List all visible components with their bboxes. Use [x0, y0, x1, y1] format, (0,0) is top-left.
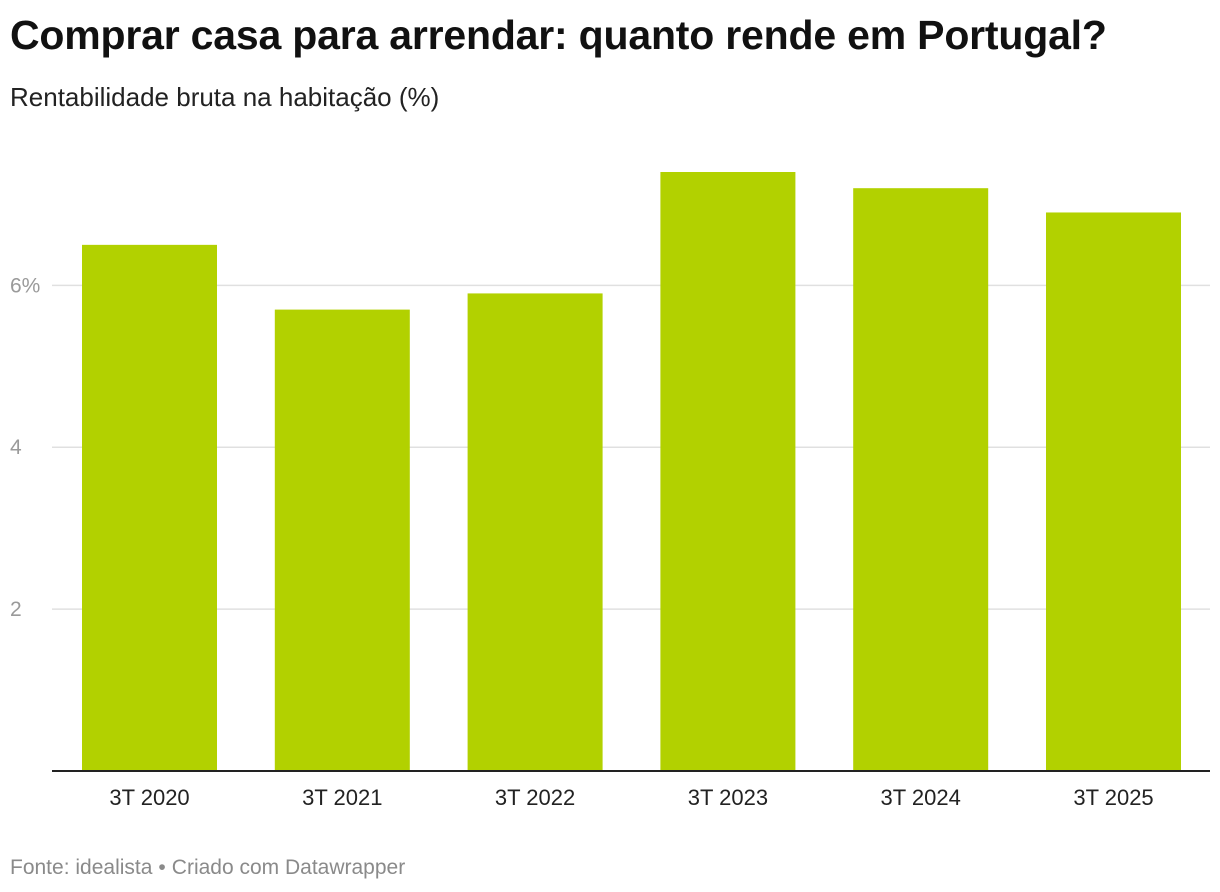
source-note: Fonte: idealista	[10, 856, 153, 879]
bar	[853, 188, 989, 771]
y-tick-label: 6%	[10, 274, 40, 297]
x-category-label: 3T 2023	[688, 785, 768, 810]
bar	[82, 244, 217, 772]
x-category-label: 3T 2025	[1073, 785, 1153, 810]
bars	[82, 172, 1181, 772]
axes: 2 4 6% 3T 2020 3T 2021 3T 2022 3T 2023 3T 2024 3…	[10, 274, 1210, 810]
bar	[274, 309, 410, 771]
chart-title: Comprar casa para arrendar: quanto rende…	[10, 12, 1107, 58]
footer-separator: •	[158, 856, 166, 879]
x-category-label: 3T 2020	[109, 785, 189, 810]
gridlines	[52, 284, 1210, 610]
y-tick-label: 4	[10, 436, 22, 459]
bar	[467, 293, 603, 771]
x-category-label: 3T 2021	[302, 785, 382, 810]
chart-subtitle: Rentabilidade bruta na habitação (%)	[10, 82, 440, 112]
chart-footer: Fonte: idealista • Criado com Datawrapper	[10, 856, 405, 880]
credit-note: Criado com Datawrapper	[171, 856, 406, 879]
x-category-label: 3T 2022	[495, 785, 575, 810]
bar	[1046, 212, 1181, 772]
bar	[660, 172, 796, 771]
y-tick-label: 2	[10, 598, 22, 621]
x-category-label: 3T 2024	[881, 785, 961, 810]
